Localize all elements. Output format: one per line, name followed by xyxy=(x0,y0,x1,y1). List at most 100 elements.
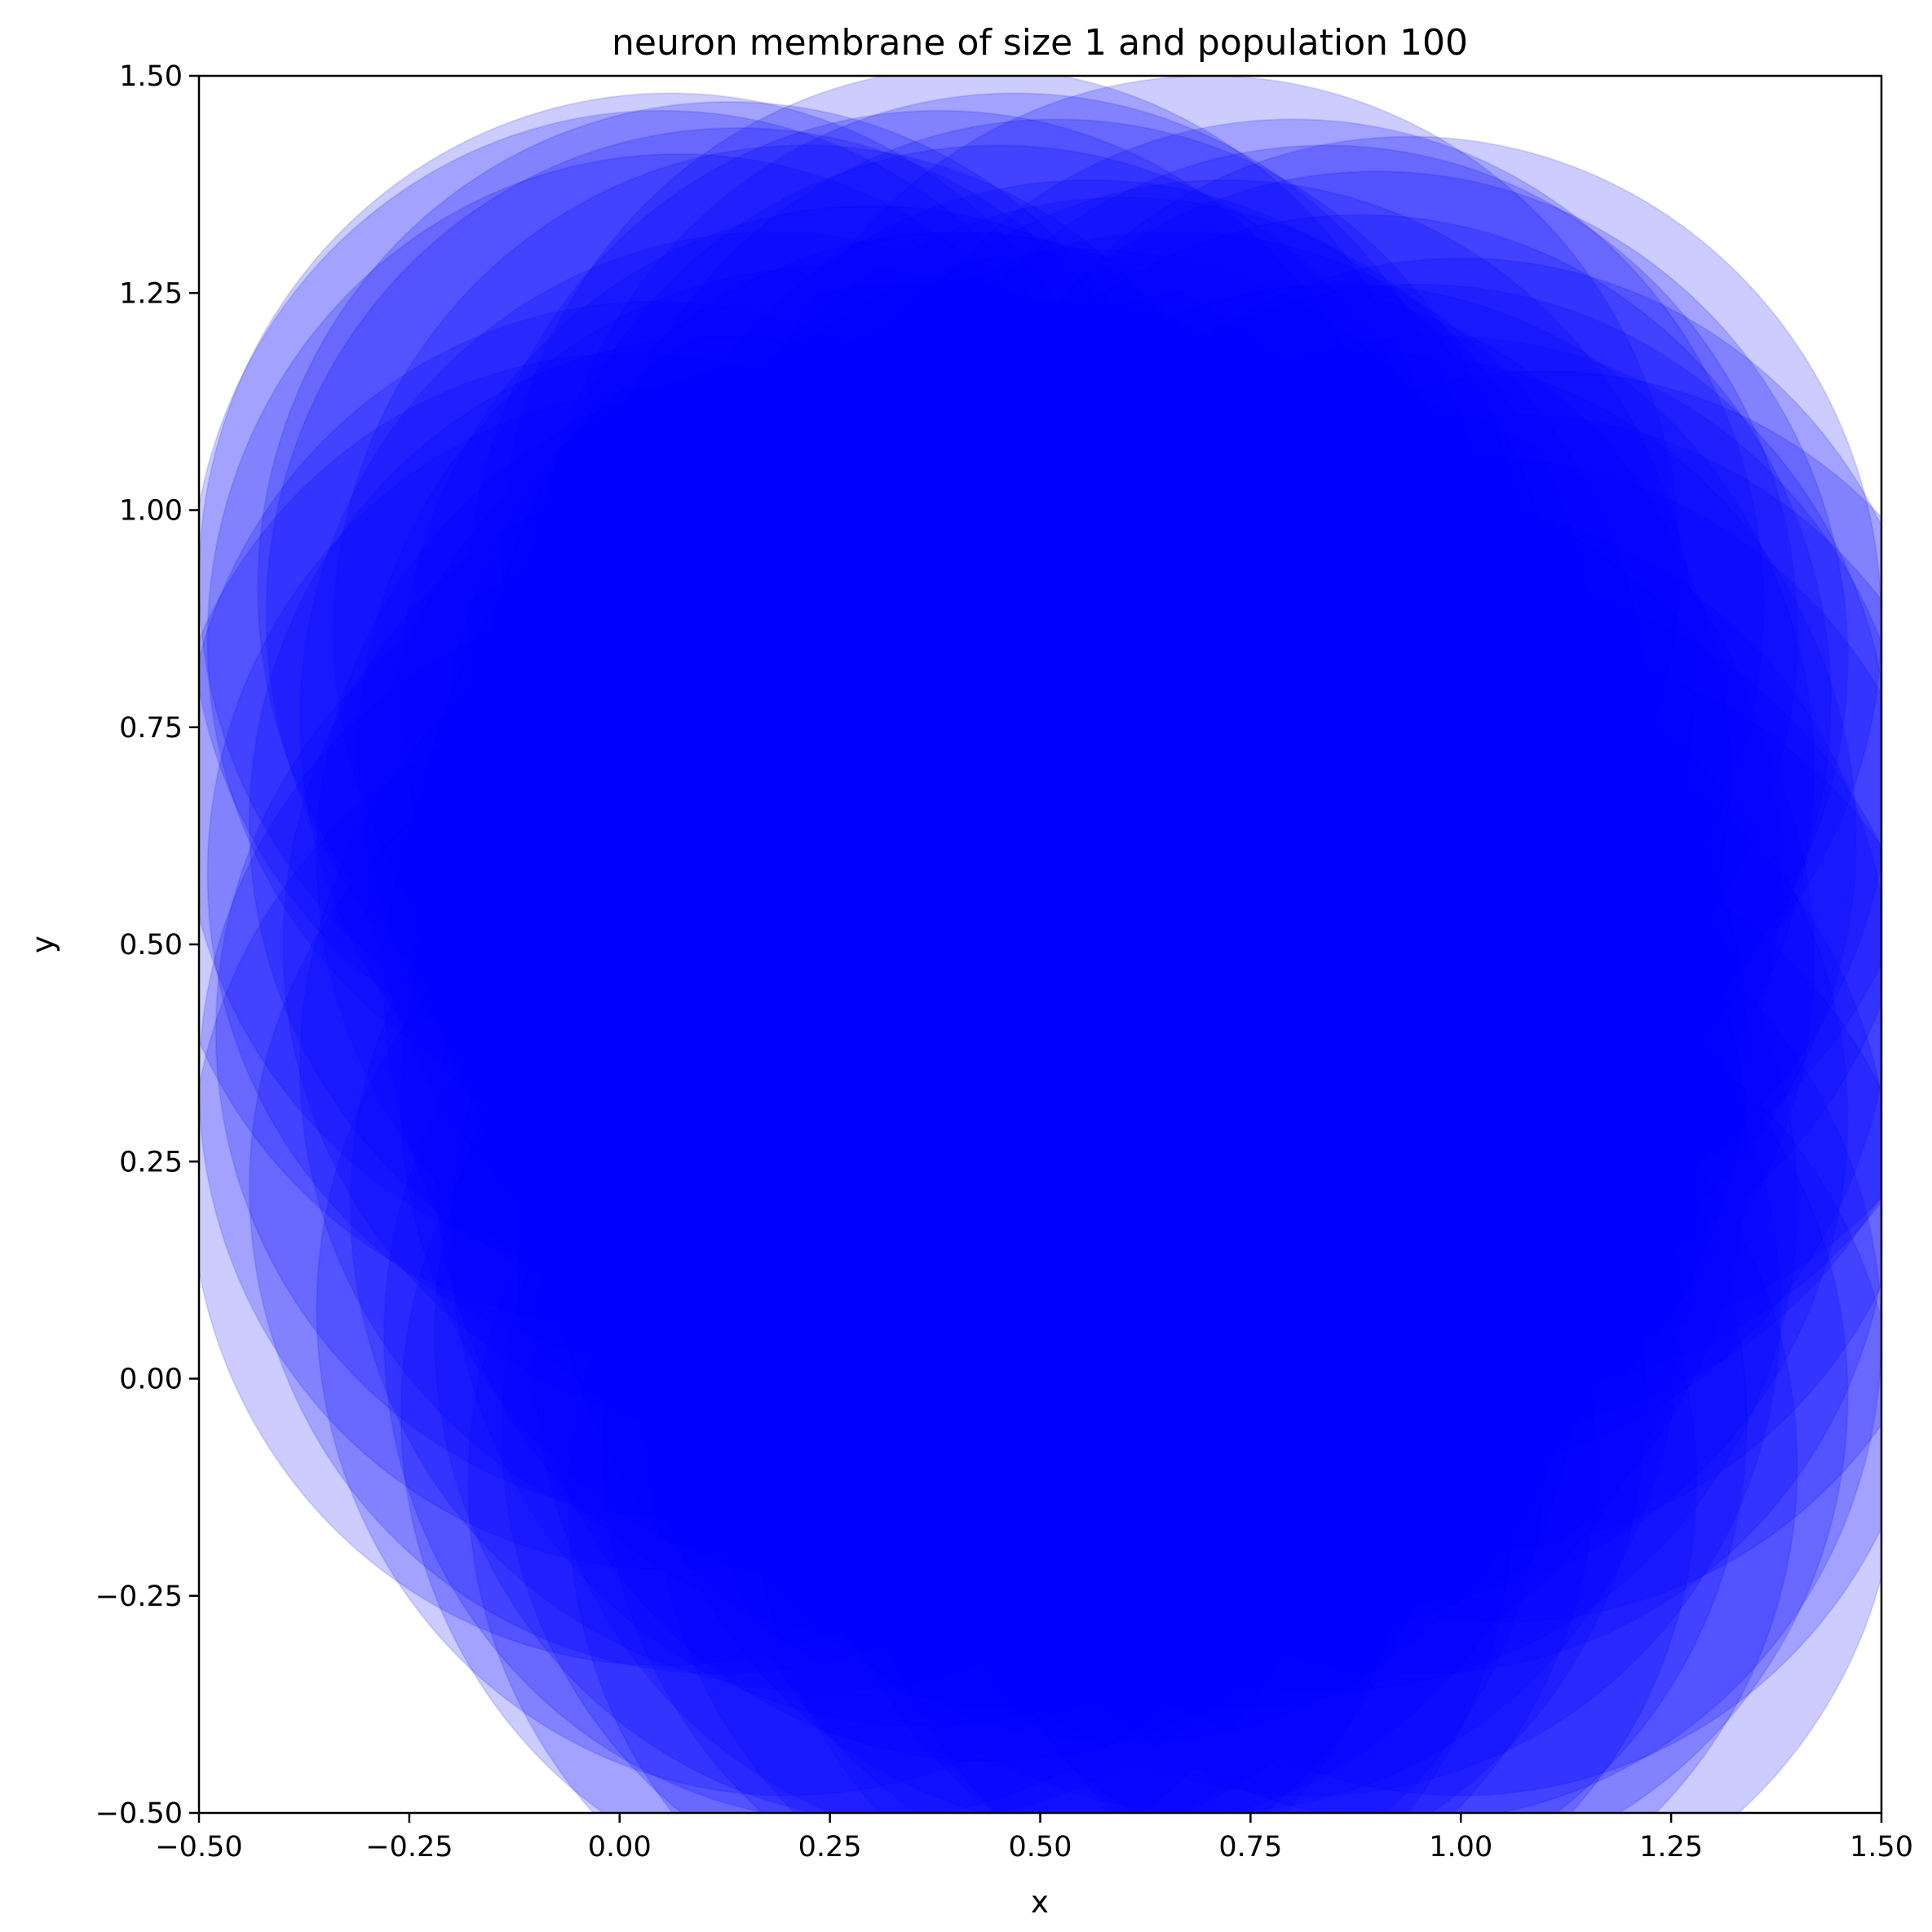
circle-marker xyxy=(803,665,1748,1640)
circle-marker xyxy=(838,387,1782,1363)
circle-marker xyxy=(518,587,1462,1563)
circle-marker xyxy=(214,544,1159,1519)
circle-marker xyxy=(947,700,1881,1675)
y-tick-label: −0.25 xyxy=(95,1581,183,1613)
circle-marker xyxy=(904,909,1849,1813)
y-tick-label: 0.00 xyxy=(119,1364,183,1396)
x-tick-label: 0.25 xyxy=(798,1831,862,1863)
x-tick-label: 0.50 xyxy=(1009,1831,1072,1863)
circle-marker xyxy=(248,335,1193,1311)
circle-marker xyxy=(434,848,1377,1813)
circle-marker xyxy=(753,996,1697,1813)
circle-marker xyxy=(736,413,1681,1389)
circle-series xyxy=(199,76,1881,1813)
circle-marker xyxy=(947,501,1881,1475)
x-axis-label: x xyxy=(1031,1885,1049,1920)
circle-marker xyxy=(400,205,1344,1180)
circle-marker xyxy=(484,483,1428,1458)
x-tick-label: −0.50 xyxy=(155,1831,242,1863)
circle-marker xyxy=(938,135,1881,1111)
circle-marker xyxy=(534,873,1479,1813)
circle-marker xyxy=(669,335,1613,1311)
circle-marker xyxy=(543,92,1488,1068)
circle-marker xyxy=(467,996,1412,1813)
circle-marker xyxy=(400,613,1344,1589)
circle-marker xyxy=(298,231,1243,1206)
y-axis: −0.50 −0.25 0.00 0.25 0.50 0.75 1.00 1.25 1.50 xyxy=(95,60,199,1830)
circle-marker xyxy=(366,352,1311,1328)
circle-marker xyxy=(652,978,1597,1813)
circle-marker xyxy=(904,630,1849,1606)
circle-marker xyxy=(199,92,1143,1067)
circle-marker xyxy=(417,387,1361,1363)
x-tick-label: −0.25 xyxy=(365,1831,453,1863)
circle-marker xyxy=(518,787,1462,1762)
chart-title: neuron membrane of size 1 and population… xyxy=(612,22,1468,64)
circle-marker xyxy=(257,100,1201,1076)
circle-marker xyxy=(316,370,1260,1345)
circle-marker xyxy=(433,665,1378,1640)
circle-marker xyxy=(206,387,1151,1363)
circle-marker xyxy=(618,179,1563,1154)
x-axis: −0.50 −0.25 0.00 0.25 0.50 0.75 1.00 1.25 1.50 xyxy=(155,1813,1913,1863)
circle-marker xyxy=(972,335,1881,1311)
circle-marker xyxy=(803,561,1748,1536)
circle-marker xyxy=(265,126,1209,1102)
circle-marker xyxy=(652,197,1597,1171)
circle-marker xyxy=(854,978,1798,1813)
circle-marker xyxy=(316,821,1260,1797)
circle-marker xyxy=(803,935,1748,1813)
circle-marker xyxy=(787,283,1731,1258)
circle-marker xyxy=(551,735,1496,1710)
circle-marker xyxy=(913,352,1857,1328)
circle-marker xyxy=(248,700,1193,1675)
circle-marker xyxy=(988,822,1881,1797)
circle-marker xyxy=(349,718,1293,1692)
circle-marker xyxy=(1039,413,1881,1389)
circle-marker xyxy=(199,352,1100,1328)
y-tick-label: 1.25 xyxy=(119,277,183,310)
circle-marker xyxy=(199,692,1134,1666)
circle-marker xyxy=(753,735,1697,1710)
circle-marker xyxy=(871,474,1815,1449)
circle-marker xyxy=(1072,370,1881,1345)
circle-marker xyxy=(568,1022,1512,1813)
circle-marker xyxy=(988,578,1881,1554)
circle-marker xyxy=(955,961,1881,1813)
circle-marker xyxy=(854,718,1798,1692)
x-tick-label: 1.25 xyxy=(1639,1831,1703,1863)
circle-marker xyxy=(602,961,1546,1813)
circle-marker xyxy=(442,283,1386,1258)
x-tick-label: 0.00 xyxy=(588,1831,652,1863)
circle-marker xyxy=(947,283,1881,1258)
circle-marker xyxy=(887,214,1833,1189)
circle-marker xyxy=(585,118,1529,1093)
y-tick-label: 0.50 xyxy=(119,929,183,962)
circle-marker xyxy=(871,283,1815,1258)
y-tick-label: 0.25 xyxy=(119,1146,183,1178)
circle-marker xyxy=(206,153,1151,1128)
x-tick-label: 0.75 xyxy=(1218,1831,1282,1863)
circle-marker xyxy=(988,257,1881,1232)
circle-marker xyxy=(703,917,1647,1813)
circle-marker xyxy=(400,926,1344,1813)
circle-marker xyxy=(610,249,1554,1223)
circle-marker xyxy=(1006,457,1881,1432)
circle-marker xyxy=(736,76,1681,1050)
circle-marker xyxy=(1031,648,1881,1623)
circle-marker xyxy=(854,144,1798,1119)
circle-marker xyxy=(383,500,1328,1475)
circle-marker xyxy=(199,301,1125,1275)
y-tick-label: 1.00 xyxy=(119,495,183,528)
circle-marker xyxy=(526,396,1470,1371)
circle-marker xyxy=(568,300,1513,1275)
y-axis-label: y xyxy=(25,935,60,953)
circle-marker xyxy=(333,144,1277,1119)
circle-marker xyxy=(618,630,1563,1606)
circle-marker xyxy=(938,848,1881,1813)
y-tick-label: 1.50 xyxy=(119,60,183,93)
circle-marker xyxy=(199,596,1143,1571)
x-tick-label: 1.00 xyxy=(1429,1831,1492,1863)
circle-marker xyxy=(585,526,1529,1501)
